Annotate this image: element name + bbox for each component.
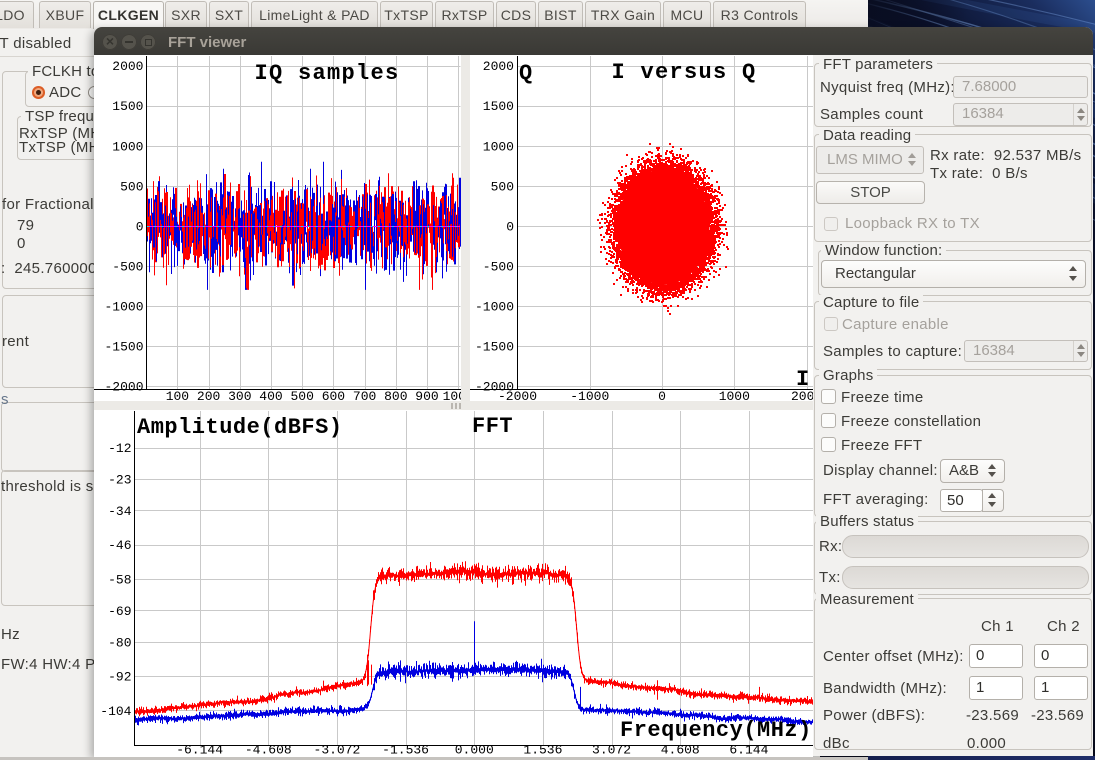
svg-text:-34: -34 [108,504,132,519]
svg-text:-12: -12 [108,441,131,456]
svg-text:-23: -23 [108,472,131,487]
svg-text:-2000: -2000 [475,380,514,395]
svg-text:I: I [796,367,809,392]
svg-text:1000: 1000 [719,389,750,401]
svg-text:1500: 1500 [112,99,143,114]
svg-text:-1000: -1000 [475,300,514,315]
svg-text:I versus Q: I versus Q [611,60,756,85]
svg-text:1000: 1000 [112,139,143,154]
svg-text:0: 0 [506,219,514,234]
svg-text:800: 800 [384,389,407,401]
svg-text:2000: 2000 [112,59,143,74]
svg-text:4.608: 4.608 [661,743,700,758]
svg-text:100: 100 [166,389,189,401]
svg-text:600: 600 [322,389,345,401]
svg-text:-3.072: -3.072 [314,743,361,758]
svg-text:400: 400 [259,389,282,401]
svg-text:FFT: FFT [472,414,513,439]
svg-text:300: 300 [228,389,251,401]
svg-text:500: 500 [120,179,143,194]
svg-text:-80: -80 [108,635,131,650]
svg-text:0: 0 [136,219,144,234]
svg-text:3.072: 3.072 [592,743,631,758]
svg-text:500: 500 [290,389,313,401]
svg-text:1.536: 1.536 [523,743,562,758]
svg-text:2000: 2000 [791,389,813,401]
svg-text:-1000: -1000 [104,300,143,315]
svg-text:1000: 1000 [483,139,514,154]
svg-text:-1500: -1500 [475,340,514,355]
svg-text:-500: -500 [112,260,143,275]
svg-text:-1.536: -1.536 [382,743,429,758]
svg-text:0.000: 0.000 [455,743,494,758]
svg-text:-104: -104 [100,704,131,719]
svg-text:-4.608: -4.608 [245,743,292,758]
svg-text:2000: 2000 [483,59,514,74]
svg-text:-46: -46 [108,538,131,553]
svg-text:200: 200 [197,389,220,401]
svg-text:500: 500 [491,179,514,194]
svg-text:IQ samples: IQ samples [254,61,399,86]
svg-text:-500: -500 [483,260,514,275]
svg-text:-58: -58 [108,572,131,587]
svg-text:-6.144: -6.144 [176,743,223,758]
svg-text:900: 900 [415,389,438,401]
svg-text:1000: 1000 [443,389,461,401]
svg-text:0: 0 [658,389,666,401]
svg-text:-92: -92 [108,670,131,685]
svg-text:6.144: 6.144 [729,743,768,758]
svg-text:-2000: -2000 [104,380,143,395]
svg-text:-1000: -1000 [570,389,609,401]
svg-text:Amplitude(dBFS): Amplitude(dBFS) [137,415,343,440]
svg-text:-2000: -2000 [498,389,537,401]
svg-text:700: 700 [353,389,376,401]
svg-text:Frequency(MHz): Frequency(MHz) [620,718,812,743]
svg-text:1500: 1500 [483,99,514,114]
svg-text:-1500: -1500 [104,340,143,355]
svg-text:Q: Q [519,61,532,86]
svg-text:-69: -69 [108,604,131,619]
